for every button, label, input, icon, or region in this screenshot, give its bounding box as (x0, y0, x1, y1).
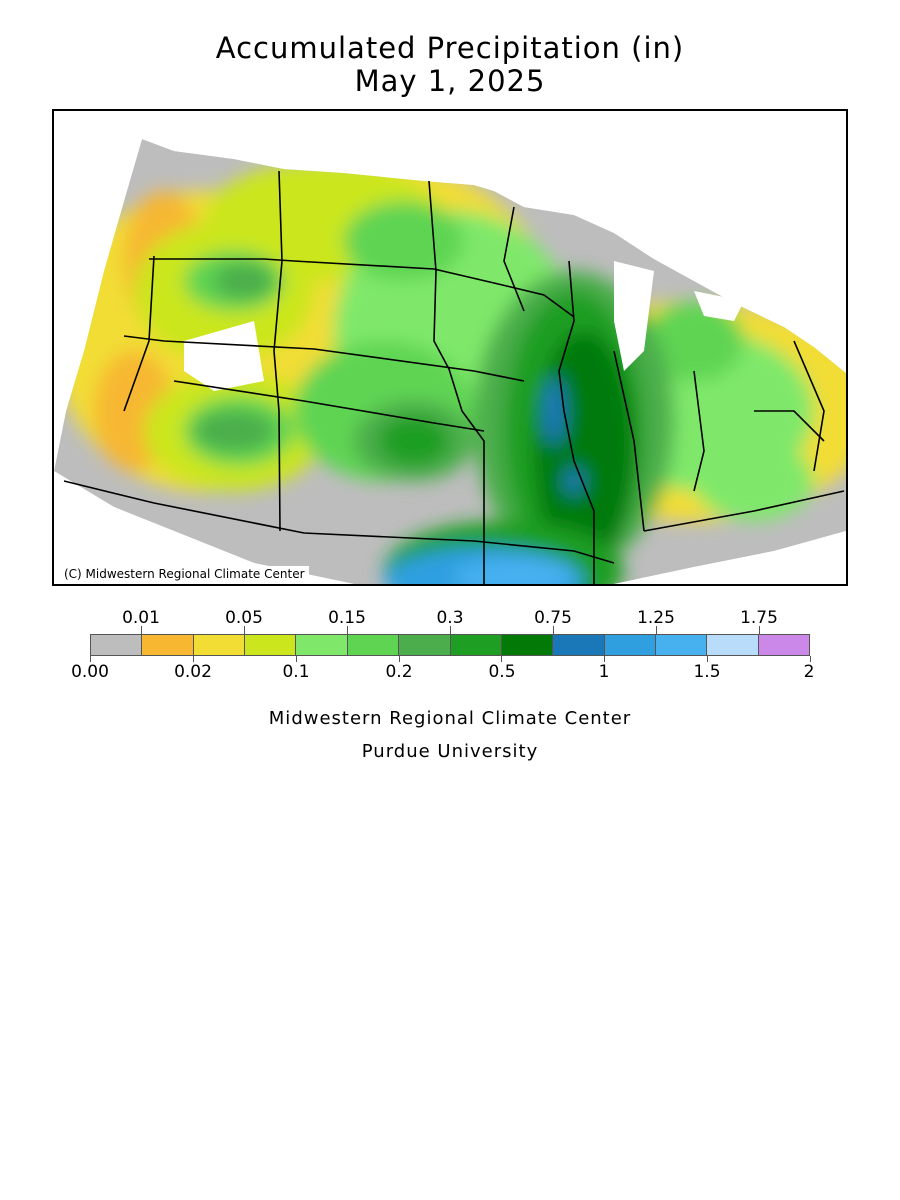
legend-tick (501, 656, 503, 662)
legend-label: 1 (598, 662, 610, 682)
no-data-areas (54, 111, 846, 584)
lake-michigan (614, 261, 654, 371)
legend-tick (244, 626, 246, 634)
legend-swatch (553, 635, 605, 655)
legend-swatch (399, 635, 451, 655)
legend-swatch (450, 635, 502, 655)
credit-organization: Midwestern Regional Climate Center (268, 708, 632, 729)
legend-swatch (604, 635, 656, 655)
map-date: May 1, 2025 (354, 64, 546, 98)
map-title: Accumulated Precipitation (in) (215, 31, 685, 65)
legend-label: 0.01 (122, 608, 160, 628)
legend-swatch (91, 635, 143, 655)
legend-swatch (193, 635, 246, 655)
legend-label: 0.00 (71, 662, 109, 682)
legend-tick (347, 626, 349, 634)
legend-tick (192, 656, 194, 662)
legend-label: 0.15 (328, 608, 366, 628)
legend-color-bar (90, 634, 810, 656)
legend-tick (450, 626, 451, 634)
state-borders (63, 170, 845, 584)
legend-swatch (707, 635, 759, 655)
legend-label: 0.5 (488, 662, 516, 682)
legend-swatch (245, 635, 297, 655)
legend-tick (398, 656, 400, 662)
legend-label: 1.25 (637, 608, 675, 628)
legend-label: 1.5 (693, 662, 721, 682)
legend-label: 0.2 (385, 662, 413, 682)
credit-university: Purdue University (361, 741, 539, 762)
legend-swatch (758, 635, 810, 655)
legend-tick (707, 656, 709, 662)
legend-label: 1.75 (740, 608, 778, 628)
legend-label: 2 (803, 662, 815, 682)
legend-tick (552, 626, 554, 634)
copyright-notice: (C) Midwestern Regional Climate Center (60, 566, 309, 582)
legend-tick (758, 626, 760, 634)
legend-tick (604, 656, 606, 662)
legend-swatch (296, 635, 348, 655)
precipitation-map: (C) Midwestern Regional Climate Center (52, 109, 848, 586)
color-legend: 0.01 0.05 0.15 0.3 0.75 1.25 1.75 0.00 0… (0, 600, 900, 690)
precipitation-map-graphic (54, 111, 846, 584)
legend-swatch (142, 635, 194, 655)
legend-swatch (501, 635, 554, 655)
legend-tick (90, 656, 91, 662)
legend-tick (810, 656, 811, 662)
legend-label: 0.02 (174, 662, 212, 682)
legend-swatch (347, 635, 400, 655)
legend-tick (295, 656, 297, 662)
legend-label: 0.05 (225, 608, 263, 628)
legend-label: 0.1 (282, 662, 310, 682)
legend-label: 0.3 (436, 608, 464, 628)
legend-tick (655, 626, 657, 634)
legend-tick (141, 626, 143, 634)
legend-swatch (655, 635, 708, 655)
legend-label: 0.75 (534, 608, 572, 628)
